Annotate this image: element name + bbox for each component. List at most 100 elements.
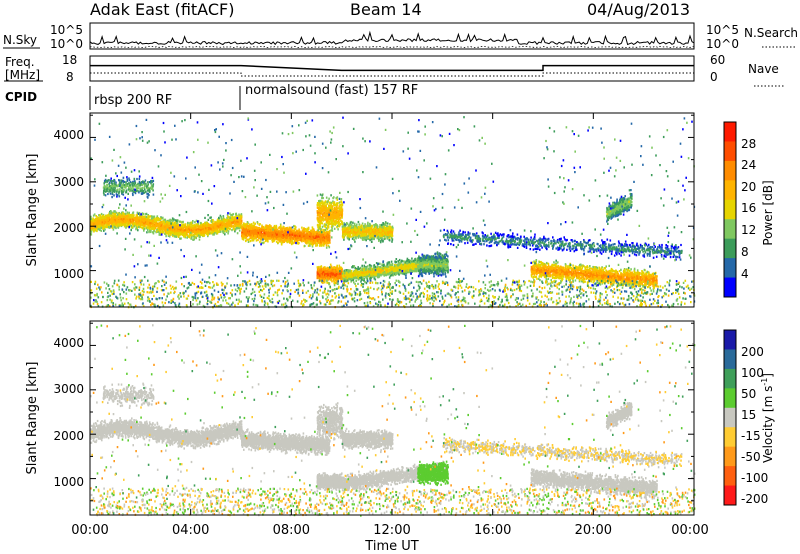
data-cell — [308, 240, 310, 243]
noise-right-tick-bottom: 10^0 — [706, 37, 739, 51]
data-cell — [226, 216, 228, 220]
data-cell — [129, 223, 132, 226]
data-cell — [232, 225, 235, 228]
data-cell — [142, 212, 145, 216]
data-cell — [96, 229, 98, 233]
noise-traces — [89, 30, 695, 49]
noise-right-tick-top: 10^5 — [706, 23, 739, 37]
data-cell — [266, 224, 268, 227]
data-cell — [263, 236, 266, 239]
data-cell — [170, 219, 173, 222]
data-cell — [137, 218, 139, 221]
data-cell — [240, 226, 242, 229]
data-cell — [301, 226, 303, 229]
data-cell — [200, 223, 202, 226]
data-cell — [129, 219, 132, 222]
data-cell — [157, 217, 159, 220]
data-cell — [277, 241, 279, 244]
data-cell — [168, 235, 171, 238]
data-cell — [221, 226, 223, 229]
data-cell — [117, 226, 120, 229]
data-cell — [124, 212, 127, 215]
data-cell — [311, 244, 314, 247]
data-cell — [208, 231, 210, 234]
data-cell — [336, 264, 338, 267]
data-cell — [140, 225, 142, 228]
data-cell — [314, 233, 316, 236]
data-cell — [278, 237, 280, 240]
data-cell — [208, 232, 211, 235]
data-cell — [252, 239, 255, 242]
data-cell — [103, 229, 105, 232]
data-cell — [96, 216, 98, 219]
data-cell — [94, 219, 96, 222]
data-cell — [304, 236, 307, 239]
data-cell — [326, 281, 328, 284]
data-cell — [145, 213, 147, 216]
data-cell — [102, 222, 104, 225]
data-cell — [112, 212, 114, 215]
data-cell — [239, 218, 242, 221]
data-cell — [238, 213, 240, 216]
data-cell — [145, 215, 148, 218]
data-cell — [166, 225, 169, 228]
data-cell — [150, 229, 152, 232]
data-cell — [306, 239, 308, 242]
data-cell — [209, 232, 212, 235]
data-cell — [219, 214, 222, 217]
data-cell — [158, 225, 160, 228]
data-cell — [247, 229, 250, 232]
data-cell — [218, 220, 221, 223]
data-cell — [246, 222, 248, 225]
data-cell — [329, 263, 332, 266]
data-cell — [234, 230, 236, 233]
data-cell — [97, 225, 100, 228]
data-cell — [216, 220, 219, 223]
data-cell — [276, 235, 279, 238]
data-cell — [91, 219, 94, 222]
data-cell — [235, 225, 237, 228]
data-cell — [147, 225, 150, 229]
data-cell — [107, 215, 109, 218]
data-cell — [102, 216, 104, 220]
data-cell — [326, 235, 329, 238]
data-cell — [151, 220, 153, 223]
data-cell — [197, 234, 200, 237]
data-cell — [135, 224, 138, 227]
data-cell — [244, 225, 246, 228]
data-cell — [295, 237, 297, 240]
data-cell — [139, 224, 142, 227]
data-cell — [133, 214, 135, 217]
data-cell — [175, 223, 177, 226]
data-cell — [114, 222, 117, 225]
data-cell — [192, 227, 195, 230]
data-cell — [167, 234, 170, 237]
data-cell — [168, 219, 170, 222]
data-cell — [98, 214, 100, 217]
freq-right-tick-top: 60 — [710, 53, 725, 67]
data-cell — [193, 238, 195, 241]
data-cell — [235, 215, 237, 218]
data-cell — [302, 229, 305, 232]
data-cell — [135, 218, 138, 221]
data-cell — [103, 222, 106, 225]
data-cell — [123, 217, 125, 221]
data-cell — [266, 237, 269, 240]
data-cell — [199, 234, 201, 237]
data-cell — [259, 241, 261, 244]
data-cell — [107, 214, 109, 217]
data-cell — [275, 240, 278, 243]
data-cell — [239, 223, 242, 226]
data-cell — [196, 230, 199, 233]
data-cell — [208, 223, 211, 226]
data-cell — [190, 229, 192, 232]
data-cell — [92, 214, 95, 217]
data-cell — [306, 227, 309, 230]
data-cell — [166, 221, 168, 224]
data-cell — [109, 210, 111, 213]
beam-title: Beam 14 — [350, 0, 422, 19]
data-cell — [114, 212, 117, 215]
data-cell — [112, 220, 114, 223]
data-cell — [191, 223, 193, 226]
data-cell — [234, 225, 236, 228]
